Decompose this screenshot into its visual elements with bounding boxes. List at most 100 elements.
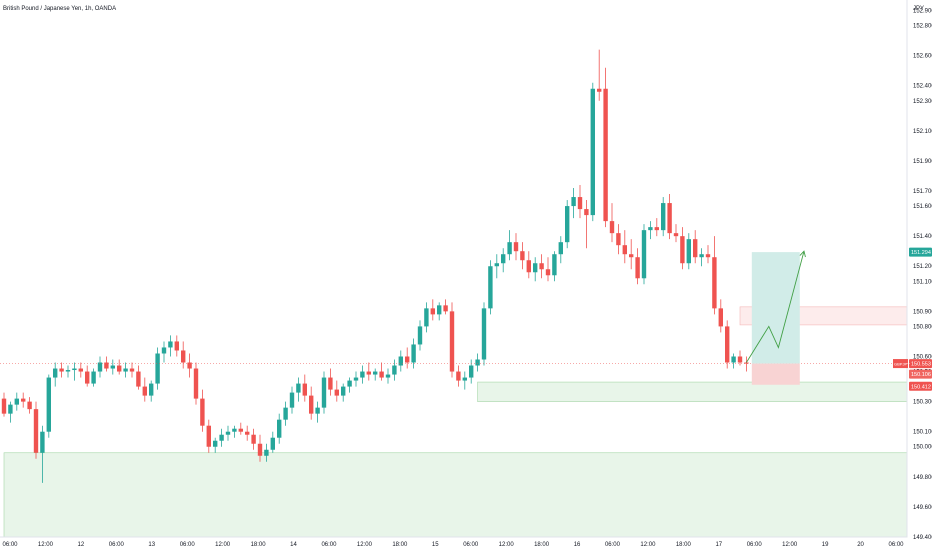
countdown-tag <box>909 369 932 379</box>
candle-body <box>353 377 359 381</box>
candle-body <box>641 230 647 279</box>
candle-body <box>590 88 595 216</box>
candle-body <box>264 449 269 456</box>
time-tick-label: 06:00 <box>463 542 479 548</box>
time-axis[interactable]: 06:00 12:00 12 06:00 13 06:00 12:00 18:00 14 06:0… <box>2 542 904 548</box>
time-tick-label: 17 <box>715 542 722 548</box>
candle-body <box>296 383 301 393</box>
candle-body <box>104 362 109 369</box>
price-tags: 151.294 150.553 150.106 150.412 GBPJPY <box>893 247 932 391</box>
price-tick-label: 150.600 <box>913 354 932 360</box>
candle-body <box>475 359 480 366</box>
candle-body <box>411 344 416 363</box>
candle-body <box>558 242 563 255</box>
candle-body <box>187 362 192 369</box>
candle-body <box>680 236 685 264</box>
symbol-tag-text: GBPJPY <box>894 362 910 367</box>
candle-body <box>277 419 282 438</box>
time-tick-label: 12:00 <box>640 542 656 548</box>
price-tick-label: 150.000 <box>913 445 932 451</box>
candle-body <box>200 398 205 426</box>
candle-body <box>33 409 39 453</box>
candle-body <box>443 305 448 312</box>
time-tick-label: 15 <box>432 542 439 548</box>
candle-body <box>251 434 256 444</box>
candle-body <box>155 353 160 384</box>
candle-body <box>449 311 455 372</box>
time-tick-label: 13 <box>148 542 155 548</box>
time-tick-label: 19 <box>822 542 829 548</box>
candle-body <box>667 203 672 234</box>
projection-path <box>746 251 805 363</box>
candle-body <box>302 383 307 396</box>
candle-body <box>283 407 288 420</box>
candle-body <box>97 362 103 372</box>
candle-body <box>571 197 576 207</box>
candle-body <box>21 398 26 402</box>
candle-body <box>366 371 371 375</box>
price-tick-label: 152.900 <box>913 9 932 15</box>
time-tick-label: 18:00 <box>534 542 550 548</box>
candle-body <box>385 374 391 378</box>
price-tick-label: 150.800 <box>913 324 932 330</box>
candle-body <box>206 425 211 447</box>
candle-body <box>705 254 711 258</box>
zone-support <box>3 452 908 538</box>
candle-body <box>136 371 141 387</box>
candle-body <box>539 263 544 270</box>
candle-body <box>270 437 275 450</box>
candle-body <box>232 428 237 432</box>
zone-demand <box>477 381 908 402</box>
candle-body <box>142 386 147 396</box>
candle-body <box>469 365 474 378</box>
stop-zone[interactable] <box>751 363 800 385</box>
candle-body <box>59 368 64 372</box>
candle-body <box>494 263 499 267</box>
time-tick-label: 16 <box>574 542 581 548</box>
projection-arrowhead <box>799 250 806 258</box>
target-zone[interactable] <box>751 252 800 364</box>
time-tick-label: 06:00 <box>180 542 196 548</box>
candle-body <box>85 371 90 384</box>
candle-body <box>174 341 179 351</box>
time-tick-label: 06:00 <box>321 542 337 548</box>
price-tick-label: 150.100 <box>913 430 932 436</box>
candle-body <box>712 257 717 309</box>
candle-body <box>648 227 653 231</box>
price-tick-label: 152.800 <box>913 24 932 30</box>
time-tick-label: 06:00 <box>109 542 125 548</box>
candle-body <box>725 326 730 363</box>
candle-body <box>462 377 467 381</box>
candle-body <box>65 370 71 372</box>
candle-body <box>398 356 403 366</box>
price-axis[interactable]: 149.400 149.600 149.800 150.000 150.100 150.3… <box>913 9 932 541</box>
candle-body <box>213 440 218 447</box>
price-tick-label: 152.300 <box>913 99 932 105</box>
candle-body <box>238 428 243 432</box>
candle-body <box>699 254 704 258</box>
candle-body <box>1 398 7 414</box>
candle-body <box>552 254 557 276</box>
time-tick-label: 12:00 <box>215 542 231 548</box>
time-tick-label: 06:00 <box>605 542 621 548</box>
candle-body <box>481 308 487 360</box>
candle-body <box>744 362 749 364</box>
candle-body <box>309 395 314 414</box>
price-tick-label: 149.600 <box>913 505 932 511</box>
overlay-layer <box>0 250 907 385</box>
time-tick-label: 12:00 <box>38 542 54 548</box>
price-tick-label: 152.400 <box>913 84 932 90</box>
price-tick-label: 151.900 <box>913 159 932 165</box>
candle-body <box>622 245 627 255</box>
price-tick-label: 149.800 <box>913 475 932 481</box>
candle-body <box>488 266 493 309</box>
price-tick-label: 151.700 <box>913 189 932 195</box>
candle-body <box>635 257 640 279</box>
price-tick-label: 149.400 <box>913 535 932 541</box>
price-tick-label: 152.600 <box>913 54 932 60</box>
candle-body <box>507 242 512 255</box>
target-tag-text: 151.294 <box>911 250 931 256</box>
time-tick-label: 12:00 <box>499 542 515 548</box>
candle-body <box>379 371 384 378</box>
